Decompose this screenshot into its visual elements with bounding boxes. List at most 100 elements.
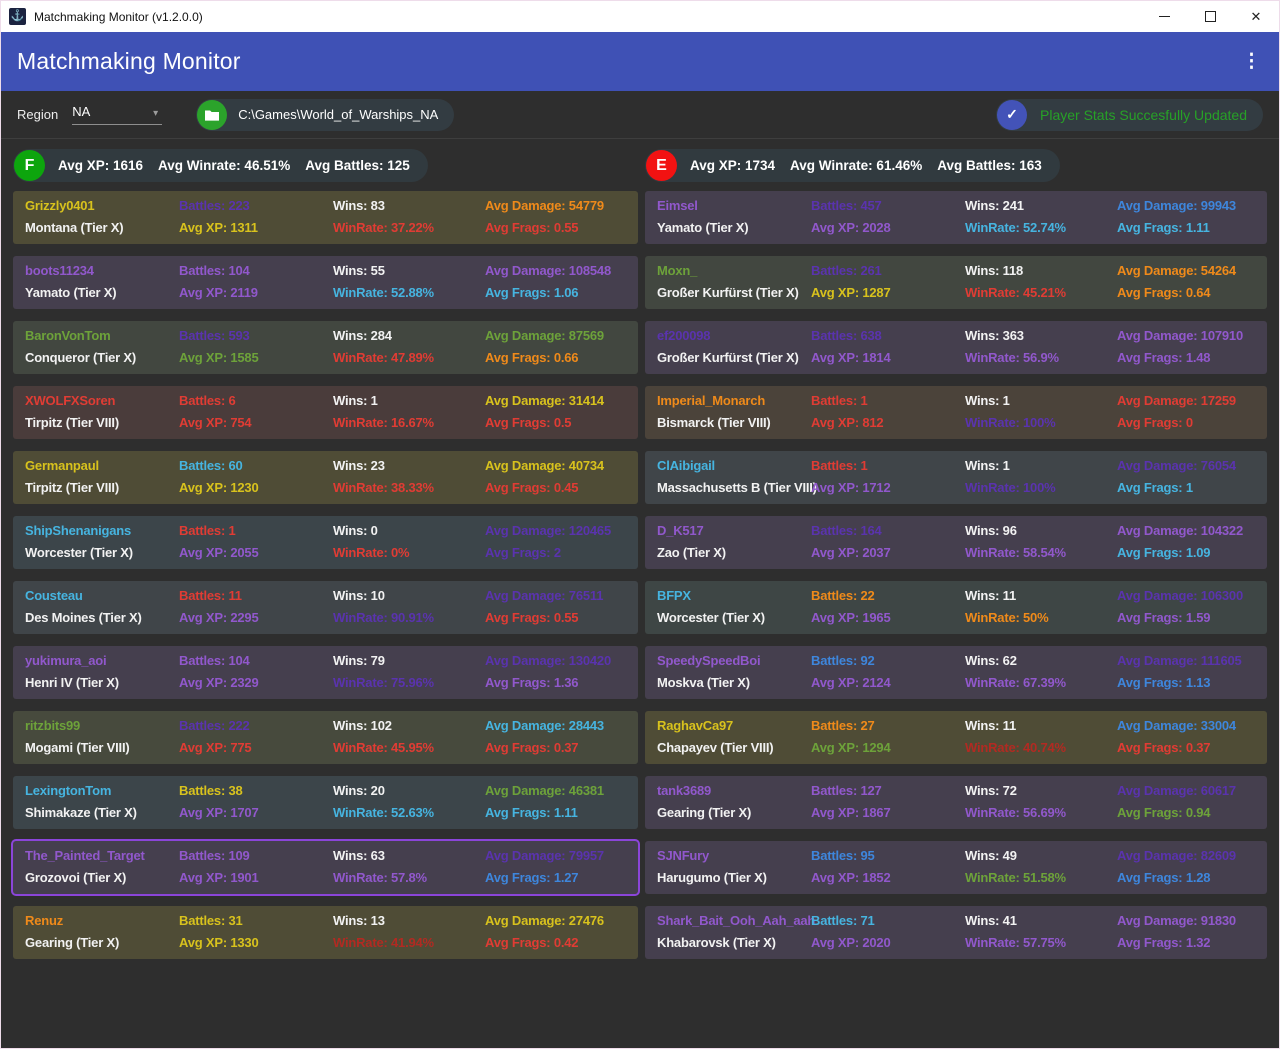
player-card[interactable]: Grizzly0401 Montana (Tier X) Battles: 22… bbox=[13, 191, 638, 244]
player-name[interactable]: Moxn_ bbox=[657, 263, 698, 278]
player-card[interactable]: Shark_Bait_Ooh_Aah_aah Khabarovsk (Tier … bbox=[645, 906, 1267, 959]
player-card[interactable]: boots11234 Yamato (Tier X) Battles: 104 … bbox=[13, 256, 638, 309]
player-wins-cell: Wins: 62 WinRate: 67.39% bbox=[965, 653, 1117, 691]
player-wins: Wins: 11 bbox=[965, 718, 1017, 733]
player-card[interactable]: SpeedySpeedBoi Moskva (Tier X) Battles: … bbox=[645, 646, 1267, 699]
player-damage-cell: Avg Damage: 91830 Avg Frags: 1.32 bbox=[1117, 913, 1261, 951]
player-card[interactable]: Germanpaul Tirpitz (Tier VIII) Battles: … bbox=[13, 451, 638, 504]
player-name[interactable]: SJNFury bbox=[657, 848, 710, 863]
player-avg-xp: Avg XP: 2037 bbox=[811, 545, 891, 561]
player-avg-xp: Avg XP: 2119 bbox=[179, 285, 258, 301]
player-card[interactable]: SJNFury Harugumo (Tier X) Battles: 95 Av… bbox=[645, 841, 1267, 894]
player-identity-cell: Eimsel Yamato (Tier X) bbox=[657, 198, 811, 236]
minimize-icon bbox=[1158, 16, 1170, 17]
player-ship: Großer Kurfürst (Tier X) bbox=[657, 350, 799, 366]
region-select[interactable]: NA ▾ bbox=[72, 104, 163, 125]
player-name[interactable]: boots11234 bbox=[25, 263, 94, 278]
player-card[interactable]: Eimsel Yamato (Tier X) Battles: 457 Avg … bbox=[645, 191, 1267, 244]
player-name[interactable]: SpeedySpeedBoi bbox=[657, 653, 761, 668]
player-battles-cell: Battles: 71 Avg XP: 2020 bbox=[811, 913, 965, 951]
player-wins: Wins: 1 bbox=[965, 458, 1010, 473]
folder-button[interactable] bbox=[197, 99, 228, 130]
close-button[interactable]: ✕ bbox=[1233, 1, 1279, 32]
player-avg-damage: Avg Damage: 111605 bbox=[1117, 653, 1242, 668]
player-name[interactable]: ShipShenanigans bbox=[25, 523, 132, 538]
player-ship: Yamato (Tier X) bbox=[25, 285, 117, 301]
player-name[interactable]: Eimsel bbox=[657, 198, 698, 213]
player-card[interactable]: XWOLFXSoren Tirpitz (Tier VIII) Battles:… bbox=[13, 386, 638, 439]
player-winrate: WinRate: 100% bbox=[965, 480, 1056, 496]
player-name[interactable]: Germanpaul bbox=[25, 458, 99, 473]
player-card[interactable]: D_K517 Zao (Tier X) Battles: 164 Avg XP:… bbox=[645, 516, 1267, 569]
player-card[interactable]: RaghavCa97 Chapayev (Tier VIII) Battles:… bbox=[645, 711, 1267, 764]
player-card[interactable]: ClAibigail Massachusetts B (Tier VIII) B… bbox=[645, 451, 1267, 504]
player-name[interactable]: ef200098 bbox=[657, 328, 711, 343]
player-wins: Wins: 102 bbox=[333, 718, 392, 733]
player-card[interactable]: ShipShenanigans Worcester (Tier X) Battl… bbox=[13, 516, 638, 569]
player-battles: Battles: 457 bbox=[811, 198, 882, 213]
player-card[interactable]: Imperial_Monarch Bismarck (Tier VIII) Ba… bbox=[645, 386, 1267, 439]
friendly-team-stats: Avg XP: 1616 Avg Winrate: 46.51% Avg Bat… bbox=[58, 158, 410, 173]
player-card[interactable]: The_Painted_Target Grozovoi (Tier X) Bat… bbox=[13, 841, 638, 894]
player-wins-cell: Wins: 79 WinRate: 75.96% bbox=[333, 653, 485, 691]
player-ship: Worcester (Tier X) bbox=[657, 610, 765, 626]
player-card[interactable]: tank3689 Gearing (Tier X) Battles: 127 A… bbox=[645, 776, 1267, 829]
kebab-menu-icon[interactable]: ⋮ bbox=[1242, 51, 1261, 72]
maximize-button[interactable] bbox=[1187, 1, 1233, 32]
player-battles-cell: Battles: 593 Avg XP: 1585 bbox=[179, 328, 333, 366]
player-name[interactable]: ClAibigail bbox=[657, 458, 715, 473]
player-wins-cell: Wins: 241 WinRate: 52.74% bbox=[965, 198, 1117, 236]
player-damage-cell: Avg Damage: 82609 Avg Frags: 1.28 bbox=[1117, 848, 1261, 886]
player-battles-cell: Battles: 38 Avg XP: 1707 bbox=[179, 783, 333, 821]
status-chip: ✓ Player Stats Succesfully Updated bbox=[996, 98, 1263, 131]
player-name[interactable]: Grizzly0401 bbox=[25, 198, 95, 213]
player-ship: Montana (Tier X) bbox=[25, 220, 124, 236]
player-avg-damage: Avg Damage: 28443 bbox=[485, 718, 604, 733]
player-winrate: WinRate: 45.21% bbox=[965, 285, 1066, 301]
player-identity-cell: Shark_Bait_Ooh_Aah_aah Khabarovsk (Tier … bbox=[657, 913, 816, 951]
player-card[interactable]: ef200098 Großer Kurfürst (Tier X) Battle… bbox=[645, 321, 1267, 374]
friendly-avg-xp: Avg XP: 1616 bbox=[58, 158, 144, 173]
player-card[interactable]: ritzbits99 Mogami (Tier VIII) Battles: 2… bbox=[13, 711, 638, 764]
player-battles: Battles: 31 bbox=[179, 913, 243, 928]
player-name[interactable]: Imperial_Monarch bbox=[657, 393, 766, 408]
player-card[interactable]: yukimura_aoi Henri IV (Tier X) Battles: … bbox=[13, 646, 638, 699]
player-damage-cell: Avg Damage: 60617 Avg Frags: 0.94 bbox=[1117, 783, 1261, 821]
player-card[interactable]: BaronVonTom Conqueror (Tier X) Battles: … bbox=[13, 321, 638, 374]
player-card[interactable]: BFPX Worcester (Tier X) Battles: 22 Avg … bbox=[645, 581, 1267, 634]
player-name[interactable]: Renuz bbox=[25, 913, 64, 928]
player-winrate: WinRate: 100% bbox=[965, 415, 1056, 431]
player-avg-xp: Avg XP: 2295 bbox=[179, 610, 259, 626]
player-battles-cell: Battles: 127 Avg XP: 1867 bbox=[811, 783, 965, 821]
player-identity-cell: D_K517 Zao (Tier X) bbox=[657, 523, 811, 561]
player-avg-frags: Avg Frags: 1 bbox=[1117, 480, 1193, 496]
player-winrate: WinRate: 47.89% bbox=[333, 350, 434, 366]
player-name[interactable]: BFPX bbox=[657, 588, 691, 603]
player-name[interactable]: The_Painted_Target bbox=[25, 848, 145, 863]
player-card[interactable]: Moxn_ Großer Kurfürst (Tier X) Battles: … bbox=[645, 256, 1267, 309]
player-name[interactable]: BaronVonTom bbox=[25, 328, 111, 343]
player-card[interactable]: Renuz Gearing (Tier X) Battles: 31 Avg X… bbox=[13, 906, 638, 959]
player-name[interactable]: Shark_Bait_Ooh_Aah_aah bbox=[657, 913, 816, 928]
player-name[interactable]: XWOLFXSoren bbox=[25, 393, 116, 408]
player-name[interactable]: yukimura_aoi bbox=[25, 653, 107, 668]
player-winrate: WinRate: 50% bbox=[965, 610, 1049, 626]
player-name[interactable]: D_K517 bbox=[657, 523, 704, 538]
player-name[interactable]: RaghavCa97 bbox=[657, 718, 734, 733]
player-card[interactable]: Cousteau Des Moines (Tier X) Battles: 11… bbox=[13, 581, 638, 634]
player-avg-damage: Avg Damage: 79957 bbox=[485, 848, 604, 863]
player-damage-cell: Avg Damage: 99943 Avg Frags: 1.11 bbox=[1117, 198, 1261, 236]
player-card[interactable]: LexingtonTom Shimakaze (Tier X) Battles:… bbox=[13, 776, 638, 829]
player-ship: Gearing (Tier X) bbox=[25, 935, 120, 951]
player-winrate: WinRate: 41.94% bbox=[333, 935, 434, 951]
player-name[interactable]: Cousteau bbox=[25, 588, 83, 603]
minimize-button[interactable] bbox=[1141, 1, 1187, 32]
player-name[interactable]: ritzbits99 bbox=[25, 718, 81, 733]
player-avg-xp: Avg XP: 1852 bbox=[811, 870, 891, 886]
player-damage-cell: Avg Damage: 31414 Avg Frags: 0.5 bbox=[485, 393, 632, 431]
enemy-avg-winrate: Avg Winrate: 61.46% bbox=[790, 158, 923, 173]
player-name[interactable]: LexingtonTom bbox=[25, 783, 112, 798]
player-name[interactable]: tank3689 bbox=[657, 783, 712, 798]
player-wins: Wins: 241 bbox=[965, 198, 1024, 213]
player-wins-cell: Wins: 363 WinRate: 56.9% bbox=[965, 328, 1117, 366]
